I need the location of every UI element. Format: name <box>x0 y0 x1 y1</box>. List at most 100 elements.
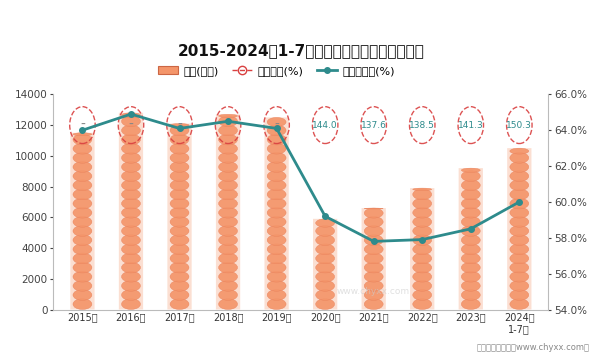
Ellipse shape <box>510 235 529 246</box>
Ellipse shape <box>170 152 189 163</box>
Ellipse shape <box>122 244 140 255</box>
Ellipse shape <box>219 244 238 255</box>
Text: 制图：智研咨询（www.chyxx.com）: 制图：智研咨询（www.chyxx.com） <box>477 344 590 352</box>
Ellipse shape <box>413 188 432 191</box>
Ellipse shape <box>73 226 92 236</box>
Ellipse shape <box>219 262 238 273</box>
Ellipse shape <box>510 299 529 309</box>
Ellipse shape <box>267 262 286 273</box>
Ellipse shape <box>73 180 92 191</box>
Ellipse shape <box>364 216 383 227</box>
Ellipse shape <box>170 180 189 191</box>
Ellipse shape <box>122 299 140 309</box>
FancyBboxPatch shape <box>167 124 191 309</box>
Ellipse shape <box>267 271 286 282</box>
Ellipse shape <box>219 253 238 264</box>
Ellipse shape <box>413 253 432 264</box>
Ellipse shape <box>73 198 92 209</box>
Ellipse shape <box>461 253 480 264</box>
Ellipse shape <box>413 198 432 209</box>
Ellipse shape <box>315 271 335 282</box>
Ellipse shape <box>170 198 189 209</box>
Ellipse shape <box>219 152 238 163</box>
Ellipse shape <box>219 226 238 236</box>
Ellipse shape <box>73 207 92 218</box>
Ellipse shape <box>219 143 238 154</box>
Ellipse shape <box>510 162 529 172</box>
Ellipse shape <box>315 299 335 309</box>
Text: -: - <box>80 118 85 132</box>
Ellipse shape <box>510 189 529 200</box>
FancyBboxPatch shape <box>70 133 95 309</box>
Ellipse shape <box>510 216 529 227</box>
Ellipse shape <box>170 253 189 264</box>
Ellipse shape <box>219 189 238 200</box>
Ellipse shape <box>364 226 383 236</box>
Ellipse shape <box>219 171 238 182</box>
Ellipse shape <box>461 271 480 282</box>
Text: -: - <box>226 118 231 132</box>
Text: -: - <box>177 118 182 132</box>
Ellipse shape <box>461 226 480 236</box>
Ellipse shape <box>461 180 480 191</box>
Ellipse shape <box>219 216 238 227</box>
Ellipse shape <box>364 244 383 255</box>
Ellipse shape <box>219 235 238 246</box>
Ellipse shape <box>267 253 286 264</box>
Ellipse shape <box>170 289 189 300</box>
Ellipse shape <box>267 189 286 200</box>
Ellipse shape <box>170 124 189 127</box>
Ellipse shape <box>461 198 480 209</box>
Ellipse shape <box>122 171 140 182</box>
Ellipse shape <box>413 207 432 218</box>
Ellipse shape <box>219 198 238 209</box>
Ellipse shape <box>510 289 529 300</box>
Ellipse shape <box>461 299 480 309</box>
Ellipse shape <box>267 180 286 191</box>
Ellipse shape <box>73 189 92 200</box>
Ellipse shape <box>122 226 140 236</box>
Ellipse shape <box>267 162 286 172</box>
Ellipse shape <box>315 253 335 264</box>
Ellipse shape <box>413 271 432 282</box>
Ellipse shape <box>510 281 529 291</box>
Ellipse shape <box>219 281 238 291</box>
Ellipse shape <box>73 134 92 145</box>
FancyBboxPatch shape <box>119 113 143 309</box>
Ellipse shape <box>219 180 238 191</box>
Title: 2015-2024年1-7月甘肃省工业企业负债统计图: 2015-2024年1-7月甘肃省工业企业负债统计图 <box>178 43 424 58</box>
Ellipse shape <box>73 262 92 273</box>
Ellipse shape <box>510 152 529 163</box>
Ellipse shape <box>73 244 92 255</box>
Ellipse shape <box>267 134 286 145</box>
Ellipse shape <box>73 289 92 300</box>
Ellipse shape <box>510 226 529 236</box>
Ellipse shape <box>315 262 335 273</box>
Ellipse shape <box>170 244 189 255</box>
Ellipse shape <box>170 171 189 182</box>
Ellipse shape <box>122 152 140 163</box>
Ellipse shape <box>461 171 480 182</box>
Ellipse shape <box>364 281 383 291</box>
Ellipse shape <box>510 148 529 154</box>
Text: www.chyxx.com: www.chyxx.com <box>337 287 410 297</box>
Ellipse shape <box>219 134 238 145</box>
Ellipse shape <box>461 207 480 218</box>
Ellipse shape <box>122 235 140 246</box>
Ellipse shape <box>267 299 286 309</box>
Ellipse shape <box>364 253 383 264</box>
Ellipse shape <box>267 207 286 218</box>
Ellipse shape <box>122 216 140 227</box>
FancyBboxPatch shape <box>313 219 337 309</box>
Ellipse shape <box>122 134 140 145</box>
Ellipse shape <box>413 299 432 309</box>
Ellipse shape <box>461 168 480 172</box>
Ellipse shape <box>267 198 286 209</box>
Text: 144.0: 144.0 <box>312 121 338 130</box>
Ellipse shape <box>364 235 383 246</box>
Ellipse shape <box>267 281 286 291</box>
Ellipse shape <box>510 262 529 273</box>
Ellipse shape <box>170 281 189 291</box>
FancyBboxPatch shape <box>216 114 240 309</box>
Ellipse shape <box>73 253 92 264</box>
